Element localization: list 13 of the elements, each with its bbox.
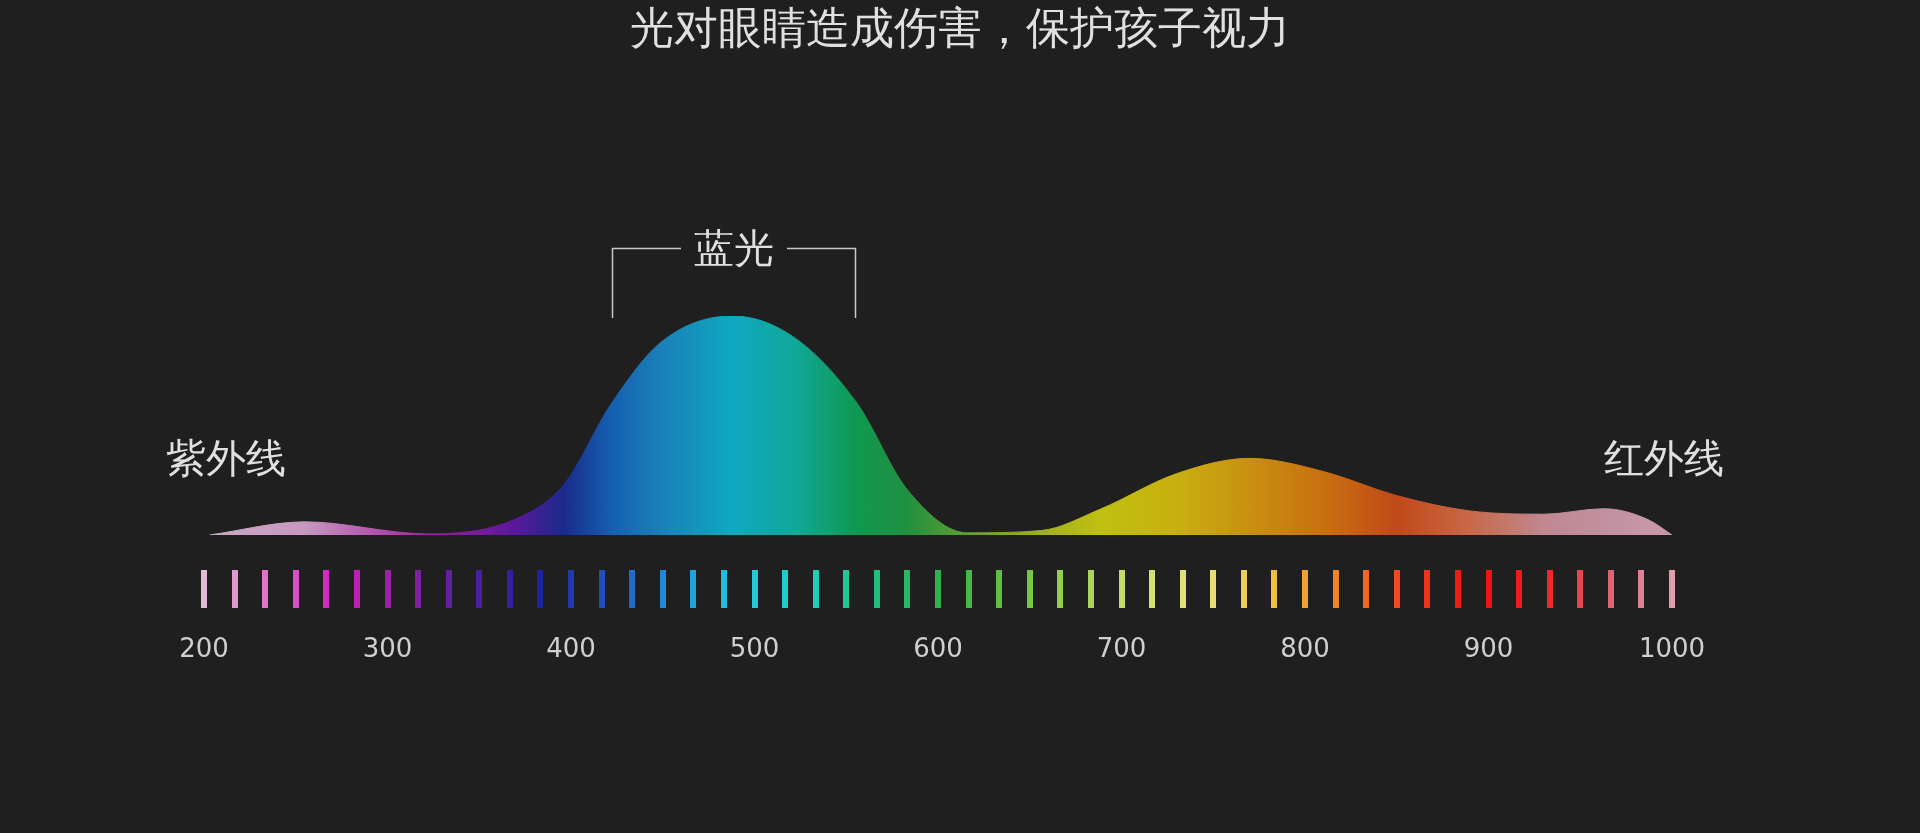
- x-tick-label: 200: [179, 633, 229, 664]
- x-tick-label: 300: [362, 633, 413, 664]
- chart-title: 光对眼睛造成伤害，保护孩子视力: [630, 2, 1290, 54]
- x-tick-label: 400: [546, 633, 596, 664]
- x-tick-label: 600: [913, 633, 963, 664]
- x-tick-label: 900: [1463, 633, 1514, 664]
- x-tick-label: 700: [1096, 633, 1147, 664]
- annotation: 红外线: [1604, 435, 1724, 482]
- text: 蓝光: [694, 225, 774, 272]
- annotation: 紫外线: [166, 435, 286, 482]
- x-tick-label: 1000: [1638, 633, 1706, 664]
- x-tick-label: 500: [729, 633, 780, 664]
- x-tick-label: 800: [1280, 633, 1330, 664]
